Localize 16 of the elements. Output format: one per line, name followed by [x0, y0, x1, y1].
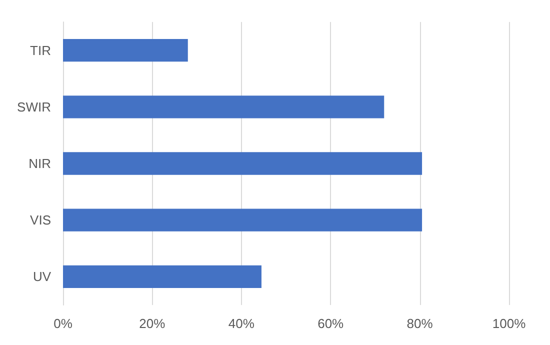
x-tick-label: 80%	[406, 316, 434, 331]
x-tick-label: 40%	[228, 316, 255, 331]
y-tick-label: UV	[32, 269, 52, 284]
y-tick-label: NIR	[28, 156, 51, 171]
y-tick-label: SWIR	[17, 99, 51, 114]
y-tick-label: TIR	[30, 42, 51, 58]
bar	[63, 265, 262, 288]
x-tick-label: 60%	[318, 316, 344, 331]
x-tick-label: 20%	[139, 316, 166, 331]
x-tick-label: 0%	[54, 316, 73, 331]
y-tick-label: VIS	[30, 212, 52, 228]
bar	[63, 208, 422, 232]
x-tick-label: 100%	[492, 316, 526, 331]
bar	[63, 152, 422, 175]
bar	[63, 38, 188, 62]
bar	[63, 96, 384, 118]
